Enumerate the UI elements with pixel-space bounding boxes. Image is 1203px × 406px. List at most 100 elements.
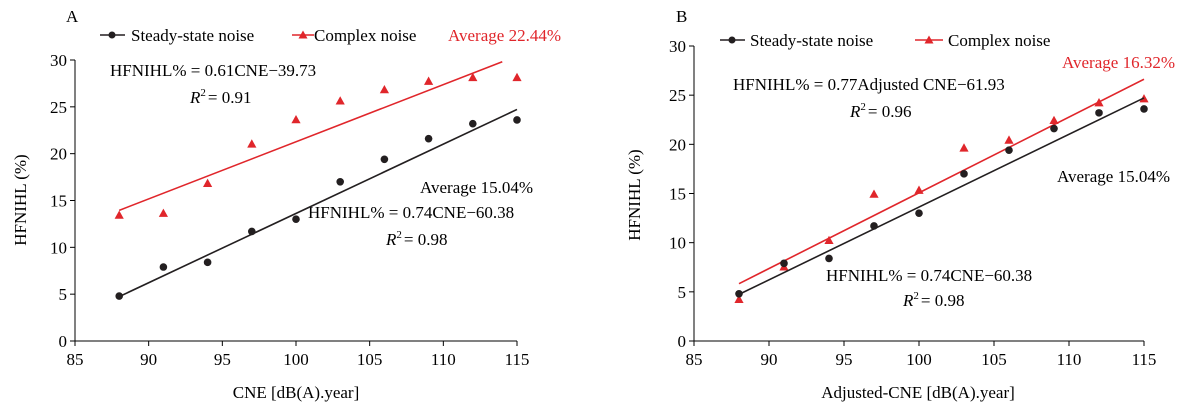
y-tick-label-b: 10 <box>669 234 686 253</box>
x-tick-label-b: 100 <box>906 350 932 369</box>
y-tick-label-b: 30 <box>669 37 686 56</box>
y-tick-label-a: 15 <box>50 192 67 211</box>
y-ticks-a: 0 5 10 15 20 25 30 <box>50 51 75 351</box>
point-steady-b <box>780 259 788 268</box>
panel-label-b: B <box>676 7 687 26</box>
x-ticks-a: 85 90 95 100 105 110 115 <box>67 341 530 369</box>
point-complex-a <box>247 139 257 148</box>
x-ticks-b: 85 90 95 100 105 110 115 <box>686 341 1157 369</box>
point-complex-b <box>824 235 834 244</box>
legend-steady-label-a: Steady-state noise <box>131 26 254 45</box>
x-axis-label-b: Adjusted-CNE [dB(A).year] <box>821 383 1015 402</box>
plot-area-a <box>114 61 522 300</box>
point-complex-b <box>1049 115 1059 125</box>
x-axis-label-a: CNE [dB(A).year] <box>233 383 360 402</box>
point-complex-a <box>158 208 168 217</box>
legend-steady-marker-a <box>108 31 116 39</box>
average-steady-a: Average 15.04% <box>420 178 533 197</box>
point-complex-b <box>869 189 879 198</box>
y-tick-label-a: 30 <box>50 51 67 70</box>
panel-a: A Steady-state noise Complex noise Avera… <box>11 7 561 402</box>
y-tick-label-a: 0 <box>59 332 68 351</box>
point-steady-a <box>248 227 256 236</box>
x-tick-label-a: 100 <box>283 350 309 369</box>
x-tick-label-b: 110 <box>1057 350 1082 369</box>
point-complex-a <box>512 72 522 82</box>
y-tick-label-a: 25 <box>50 98 67 117</box>
fit-line-steady-b <box>738 97 1145 296</box>
r2-steady-value-a: = 0.98 <box>404 230 448 249</box>
point-steady-b <box>915 209 923 217</box>
panel-b: B Steady-state noise Complex noise Avera… <box>625 7 1175 402</box>
x-tick-label-a: 115 <box>505 350 530 369</box>
point-complex-a <box>291 114 301 124</box>
x-tick-label-b: 90 <box>761 350 778 369</box>
point-complex-b <box>1004 135 1014 144</box>
x-tick-label-a: 90 <box>140 350 157 369</box>
y-tick-label-b: 0 <box>678 332 687 351</box>
point-steady-b <box>1050 124 1058 133</box>
point-complex-b <box>914 185 924 194</box>
legend-complex-marker-a <box>298 30 308 39</box>
r2-complex-value-b: = 0.96 <box>868 102 912 121</box>
point-steady-a <box>424 134 433 143</box>
point-steady-a <box>336 177 345 186</box>
y-tick-label-b: 15 <box>669 185 686 204</box>
point-steady-b <box>960 170 968 178</box>
x-tick-label-b: 105 <box>981 350 1007 369</box>
y-tick-label-a: 20 <box>50 145 67 164</box>
equation-complex-b: HFNIHL% = 0.77Adjusted CNE−61.93 <box>733 75 1005 94</box>
point-complex-a <box>335 96 345 105</box>
point-complex-b <box>734 294 744 303</box>
point-complex-a <box>468 72 478 82</box>
legend-complex-label-b: Complex noise <box>948 31 1050 50</box>
legend-complex-label-a: Complex noise <box>314 26 416 45</box>
y-tick-label-b: 5 <box>678 283 687 302</box>
y-tick-label-a: 10 <box>50 238 67 257</box>
plot-area-b <box>734 78 1149 303</box>
point-complex-b <box>1094 98 1104 107</box>
average-complex-a: Average 22.44% <box>448 26 561 45</box>
point-steady-b <box>1005 146 1013 155</box>
r2-steady-a: R2 = 0.98 <box>385 229 447 249</box>
point-complex-b <box>959 143 969 152</box>
point-complex-a <box>424 76 434 85</box>
point-steady-a <box>469 119 477 128</box>
y-tick-label-b: 20 <box>669 135 686 154</box>
y-axis-label-b: HFNIHL (%) <box>625 149 644 240</box>
equation-steady-a: HFNIHL% = 0.74CNE−60.38 <box>308 203 514 222</box>
x-tick-label-a: 85 <box>67 350 84 369</box>
fit-line-complex-a <box>118 61 503 212</box>
point-steady-a <box>159 263 168 271</box>
point-complex-a <box>203 178 213 187</box>
x-tick-label-a: 110 <box>431 350 456 369</box>
point-steady-a <box>115 292 123 300</box>
y-tick-label-b: 25 <box>669 86 686 105</box>
legend-complex-marker-b <box>924 35 934 44</box>
point-steady-b <box>1095 109 1103 117</box>
x-tick-label-a: 95 <box>214 350 231 369</box>
point-steady-b <box>1140 105 1148 113</box>
point-steady-a <box>380 155 389 164</box>
legend-steady-label-b: Steady-state noise <box>750 31 873 50</box>
r2-steady-b: R2 = 0.98 <box>902 290 964 310</box>
r2-complex-a: R2 = 0.91 <box>189 87 251 107</box>
fit-line-steady-a <box>118 108 518 298</box>
legend-a: Steady-state noise Complex noise <box>100 26 416 45</box>
x-tick-label-b: 95 <box>836 350 853 369</box>
fit-line-complex-b <box>738 78 1145 285</box>
x-tick-label-b: 85 <box>686 350 703 369</box>
point-steady-b <box>735 290 743 298</box>
point-complex-a <box>379 84 389 94</box>
r2-complex-b: R2 = 0.96 <box>849 101 911 121</box>
average-complex-b: Average 16.32% <box>1062 53 1175 72</box>
r2-steady-value-b: = 0.98 <box>921 291 965 310</box>
r2-complex-value-a: = 0.91 <box>208 88 252 107</box>
legend-steady-marker-b <box>728 36 736 44</box>
equation-complex-a: HFNIHL% = 0.61CNE−39.73 <box>110 61 316 80</box>
average-steady-b: Average 15.04% <box>1057 167 1170 186</box>
x-tick-label-a: 105 <box>357 350 383 369</box>
x-tick-label-b: 115 <box>1132 350 1157 369</box>
y-ticks-b: 0 5 10 15 20 25 30 <box>669 37 694 351</box>
